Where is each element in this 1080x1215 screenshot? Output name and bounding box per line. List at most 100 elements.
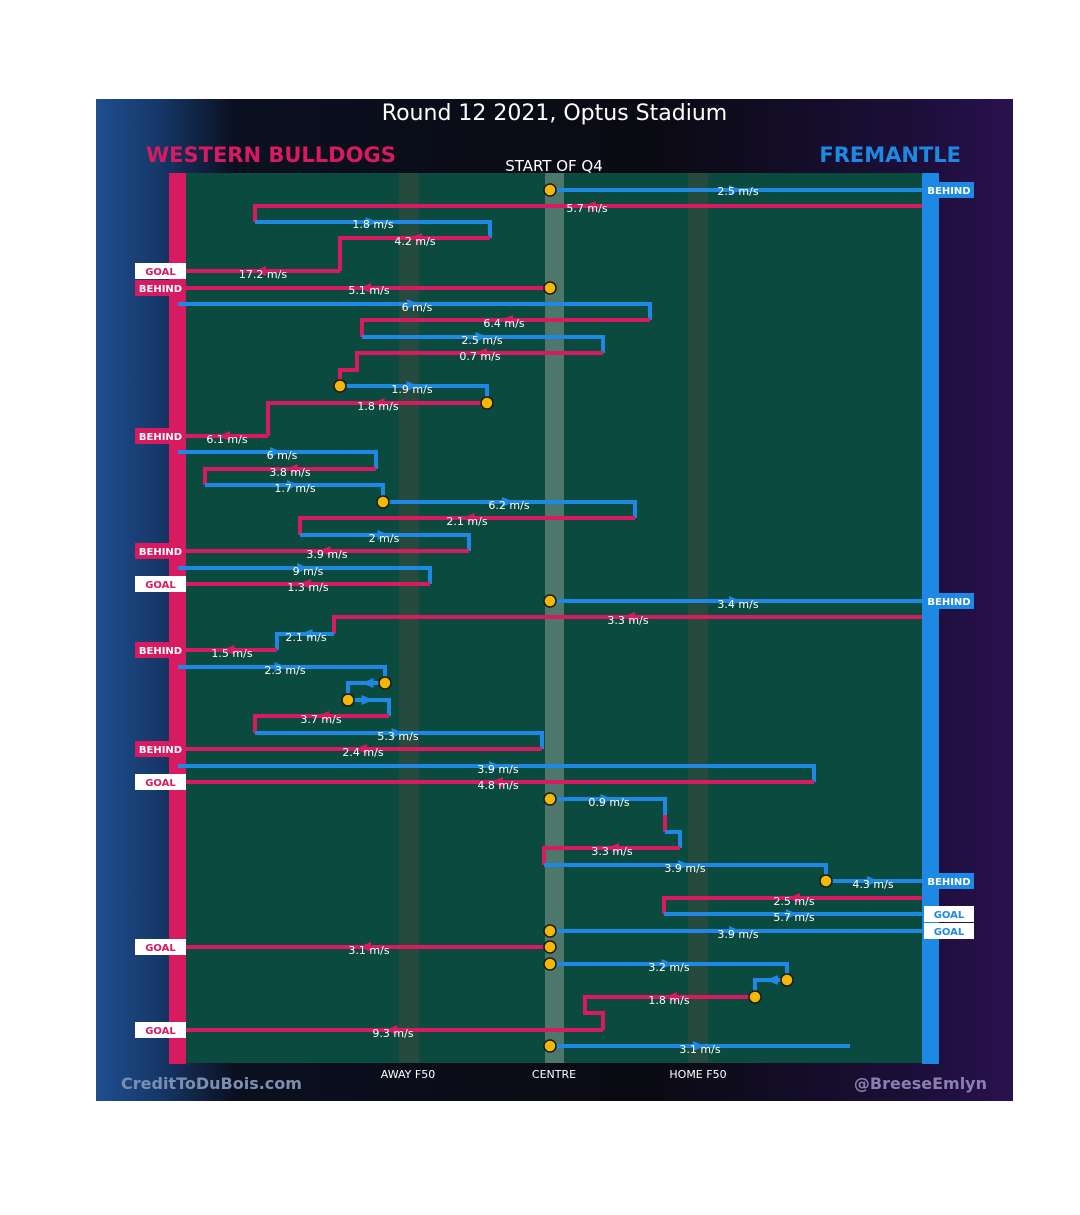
chain-segment <box>298 516 635 535</box>
result-badge <box>135 428 186 444</box>
speed-label: 2.5 m/s <box>773 895 814 908</box>
chain-segment <box>178 566 432 584</box>
stoppage-marker <box>819 874 833 888</box>
speed-label: 5.7 m/s <box>566 202 607 215</box>
direction-arrow <box>475 348 487 358</box>
stoppage-marker <box>543 1039 557 1053</box>
speed-label: 3.3 m/s <box>591 845 632 858</box>
result-label: BEHIND <box>927 877 970 888</box>
direction-arrow <box>385 1025 398 1035</box>
direction-arrow <box>729 596 741 606</box>
direction-arrow <box>665 992 677 1002</box>
chain-segment <box>266 401 487 436</box>
speed-label: 1.8 m/s <box>357 400 398 413</box>
direction-arrow <box>867 876 879 886</box>
direction-arrow <box>600 794 613 804</box>
speed-label: 4.2 m/s <box>394 235 435 248</box>
speed-label: 9.3 m/s <box>372 1027 413 1040</box>
speed-label: 3.9 m/s <box>477 763 518 776</box>
credit-left: CreditToDuBois.com <box>121 1074 302 1093</box>
stoppage-marker <box>780 973 794 987</box>
result-layer: BEHIND GOAL BEHIND BEHIND BEHIND GOAL BEHIND BE… <box>135 182 974 1038</box>
stoppage-marker <box>480 396 494 410</box>
direction-arrow <box>222 645 235 655</box>
result-badge <box>135 576 186 592</box>
chain-segment <box>550 797 667 815</box>
speed-label: 2.5 m/s <box>461 334 502 347</box>
speed-label: 4.8 m/s <box>477 779 518 792</box>
direction-arrow <box>317 711 329 721</box>
direction-arrow <box>359 942 371 952</box>
speed-label: 6 m/s <box>402 301 433 314</box>
x-tick-label: AWAY F50 <box>381 1068 435 1081</box>
direction-arrow <box>607 843 619 853</box>
away-goal-bar <box>922 173 939 1064</box>
speed-label: 3.1 m/s <box>679 1043 720 1056</box>
result-badge <box>135 280 186 296</box>
result-label: GOAL <box>934 910 965 921</box>
result-label: GOAL <box>145 267 176 278</box>
chain-segment <box>253 204 922 222</box>
speed-label: 1.8 m/s <box>648 994 689 1007</box>
direction-arrow <box>285 464 298 474</box>
stoppage-marker <box>543 281 557 295</box>
direction-arrow <box>583 201 596 211</box>
result-badge <box>924 923 974 939</box>
result-badge <box>924 906 974 922</box>
direction-arrow <box>254 266 266 276</box>
result-badge <box>924 182 974 198</box>
direction-arrow <box>491 777 503 787</box>
speed-label: 3.1 m/s <box>348 944 389 957</box>
stoppage-marker <box>543 792 557 806</box>
stoppage-marker <box>543 957 557 971</box>
direction-arrow <box>365 217 378 227</box>
result-label: GOAL <box>145 1026 176 1037</box>
speed-label: 5.3 m/s <box>377 730 418 743</box>
stoppage-marker <box>543 940 557 954</box>
speed-label: 2.1 m/s <box>285 631 326 644</box>
period-label: START OF Q4 <box>505 157 603 175</box>
direction-arrow <box>218 431 230 441</box>
speed-label: 3.3 m/s <box>607 614 648 627</box>
speed-label: 2.1 m/s <box>446 515 487 528</box>
direction-arrow <box>361 678 374 688</box>
direction-arrow <box>729 185 741 195</box>
speed-label: 3.9 m/s <box>717 928 758 941</box>
chain-segment <box>300 533 471 551</box>
x-tick-label: HOME F50 <box>669 1068 726 1081</box>
result-badge <box>135 939 186 955</box>
direction-arrow <box>372 398 385 408</box>
direction-arrow <box>678 860 690 870</box>
speed-label: 6 m/s <box>267 449 298 462</box>
chain-segment <box>338 236 490 271</box>
direction-arrow <box>501 315 513 325</box>
direction-arrow <box>391 728 404 738</box>
speed-label: 1.8 m/s <box>352 218 393 231</box>
result-label: GOAL <box>145 943 176 954</box>
speed-label: 0.9 m/s <box>588 796 629 809</box>
speed-label: 4.3 m/s <box>852 878 893 891</box>
speed-label: 3.9 m/s <box>306 548 347 561</box>
stoppage-marker <box>341 693 355 707</box>
result-label: BEHIND <box>927 186 970 197</box>
chain-segment <box>178 764 816 782</box>
chain-segment <box>255 220 492 238</box>
chain-segment <box>332 615 922 634</box>
speed-label: 2.3 m/s <box>264 664 305 677</box>
chain-segment <box>253 714 389 733</box>
away-team-name: FREMANTLE <box>819 143 961 167</box>
chain-segment <box>362 335 605 353</box>
home-goal-bar <box>169 173 186 1064</box>
direction-arrow <box>766 975 778 985</box>
speed-label: 2.4 m/s <box>342 746 383 759</box>
direction-arrow <box>355 744 367 754</box>
direction-arrow <box>406 381 419 391</box>
stoppage-marker <box>543 183 557 197</box>
stoppage-marker <box>748 990 762 1004</box>
x-tick-label: CENTRE <box>532 1068 576 1081</box>
direction-arrow <box>297 563 309 573</box>
stoppage-marker <box>543 594 557 608</box>
direction-arrow <box>410 233 422 243</box>
chain-segment <box>275 632 334 650</box>
